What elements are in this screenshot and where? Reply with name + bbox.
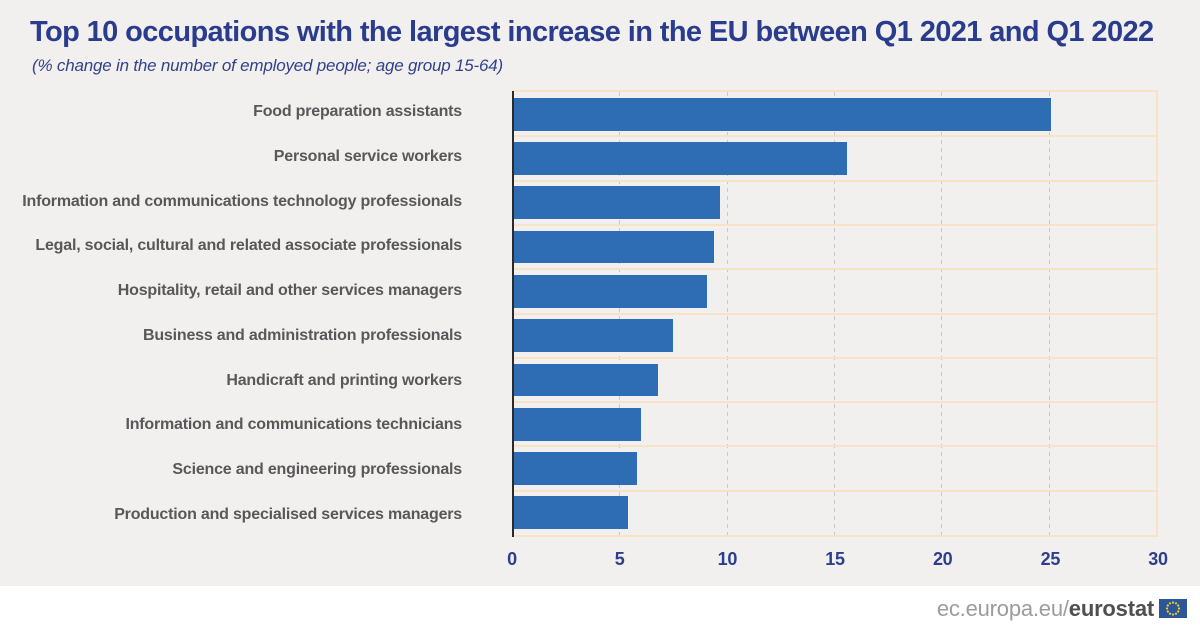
category-label: Production and specialised services mana…: [114, 505, 462, 523]
bar: [512, 363, 658, 397]
eu-flag-icon: [1159, 599, 1187, 618]
x-tick-label: 10: [717, 549, 738, 569]
plot-area: [512, 90, 1158, 537]
category-label: Information and communications technicia…: [125, 416, 462, 434]
category-label: Personal service workers: [273, 148, 462, 166]
footer-url-prefix: ec.europa.eu/: [936, 595, 1069, 621]
y-axis-labels: Food preparation assistants Personal serv…: [0, 90, 488, 537]
category-label: Hospitality, retail and other services m…: [117, 282, 462, 300]
bar: [512, 319, 673, 353]
row-separator: [512, 445, 1156, 448]
row-separator: [512, 312, 1156, 315]
footer-url-brand: eurostat: [1068, 595, 1154, 621]
row-separator: [512, 401, 1156, 404]
category-label: Information and communications technolog…: [22, 192, 462, 210]
row-separator: [512, 489, 1156, 492]
row-separator: [512, 268, 1156, 271]
page-title: Top 10 occupations with the largest incr…: [30, 16, 1154, 48]
category-label: Food preparation assistants: [253, 103, 462, 121]
y-axis-line: [512, 91, 514, 537]
x-tick-label: 25: [1040, 549, 1061, 569]
footer: ec.europa.eu/eurostat: [0, 586, 1200, 631]
row-separator: [512, 223, 1156, 226]
x-tick-label: 20: [932, 549, 953, 569]
row-separator: [512, 135, 1156, 138]
x-axis: 0 5 10 15 20 25 30: [507, 549, 1168, 575]
page-subtitle: (% change in the number of employed peop…: [32, 56, 503, 75]
bar: [512, 496, 628, 530]
category-label: Handicraft and printing workers: [226, 371, 462, 389]
bar: [512, 142, 847, 175]
bar: [512, 274, 708, 308]
x-tick-label: 5: [614, 549, 625, 569]
row-separator: [512, 179, 1156, 182]
category-label: Legal, social, cultural and related asso…: [35, 237, 462, 255]
bar: [512, 186, 721, 220]
x-tick-label: 0: [507, 549, 517, 569]
category-label: Business and administration professional…: [143, 326, 462, 344]
x-tick-label: 30: [1148, 549, 1168, 569]
row-separator: [512, 356, 1156, 359]
category-label: Science and engineering professionals: [172, 460, 462, 478]
bar: [512, 407, 641, 441]
bar: [512, 97, 1051, 131]
bar: [512, 452, 637, 485]
bar: [512, 230, 714, 264]
x-tick-label: 15: [825, 549, 845, 569]
